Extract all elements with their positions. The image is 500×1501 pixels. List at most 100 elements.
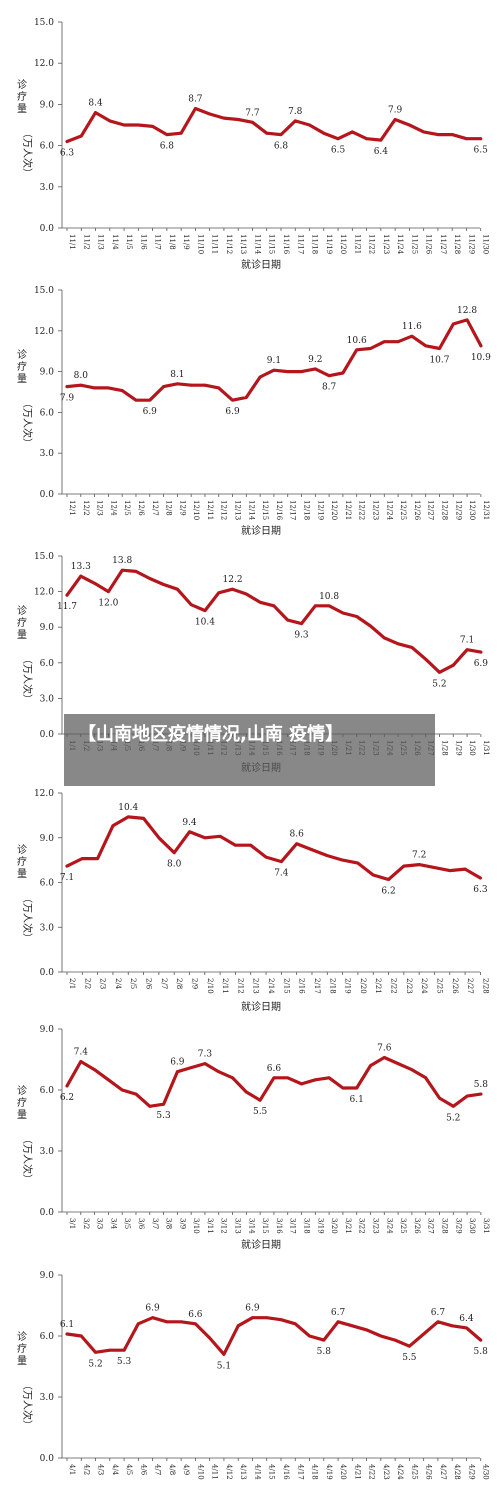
x-tick-label: 11/29 bbox=[467, 234, 475, 254]
data-point bbox=[94, 111, 97, 115]
y-tick-label: 3.0 bbox=[40, 183, 55, 193]
x-tick-label: 2/10 bbox=[206, 978, 214, 994]
data-point bbox=[382, 1056, 386, 1059]
data-label: 10.4 bbox=[195, 618, 215, 628]
y-tick-label: 0.0 bbox=[40, 490, 55, 500]
data-label: 8.0 bbox=[167, 860, 182, 870]
y-tick-label: 12.0 bbox=[34, 327, 54, 337]
x-tick-label: 3/12 bbox=[220, 1218, 228, 1234]
data-point bbox=[165, 133, 169, 137]
x-tick-label: 2/11 bbox=[221, 978, 229, 994]
data-label: 7.6 bbox=[377, 1043, 392, 1053]
data-label: 5.2 bbox=[88, 1359, 102, 1369]
x-tick-label: 12/7 bbox=[151, 500, 159, 516]
y-tick-label: 9.0 bbox=[40, 1025, 55, 1035]
x-tick-label: 12/5 bbox=[123, 500, 131, 516]
x-tick-label: 12/15 bbox=[261, 500, 269, 520]
x-tick-label: 4/6 bbox=[139, 1464, 147, 1476]
data-point bbox=[208, 1336, 212, 1340]
x-tick-label: 2/25 bbox=[435, 978, 443, 994]
x-tick-label: 2/6 bbox=[145, 978, 153, 990]
data-point bbox=[286, 370, 290, 373]
data-point bbox=[258, 600, 262, 604]
data-label: 11.6 bbox=[402, 322, 422, 332]
data-label: 6.9 bbox=[245, 1304, 260, 1314]
data-point bbox=[222, 1352, 226, 1356]
x-tick-label: 4/13 bbox=[239, 1464, 247, 1480]
data-label: 13.8 bbox=[112, 556, 132, 566]
data-point bbox=[387, 878, 390, 881]
data-label: 6.2 bbox=[60, 1093, 74, 1103]
data-point bbox=[350, 130, 354, 134]
data-point bbox=[436, 133, 440, 137]
data-point bbox=[258, 1098, 262, 1102]
series-line bbox=[65, 106, 483, 144]
x-axis-title: 就诊日期 bbox=[241, 524, 281, 537]
data-point bbox=[410, 1068, 414, 1072]
data-point bbox=[79, 1334, 83, 1338]
data-point bbox=[251, 120, 254, 124]
x-tick-label: 12/11 bbox=[206, 500, 214, 520]
x-tick-label: 11/17 bbox=[296, 234, 304, 254]
x-tick-label: 12/3 bbox=[96, 500, 104, 516]
data-point bbox=[300, 1082, 303, 1086]
x-tick-label: 4/17 bbox=[296, 1464, 304, 1480]
y-tick-label: 3.0 bbox=[40, 449, 55, 459]
x-tick-label: 2/2 bbox=[83, 978, 91, 989]
data-point bbox=[96, 857, 100, 861]
data-label: 11.7 bbox=[57, 602, 77, 612]
x-tick-label: 12/2 bbox=[82, 500, 90, 516]
x-tick-label: 2/20 bbox=[359, 978, 367, 994]
data-label: 6.6 bbox=[267, 1064, 282, 1074]
data-point bbox=[407, 1344, 411, 1348]
x-tick-label: 3/5 bbox=[123, 1218, 131, 1229]
data-point bbox=[341, 1086, 345, 1090]
data-point bbox=[111, 824, 115, 828]
data-point bbox=[479, 137, 483, 141]
x-tick-label: 11/25 bbox=[410, 234, 418, 254]
x-tick-label: 4/8 bbox=[168, 1464, 176, 1475]
y-tick-label: 9.0 bbox=[40, 623, 55, 633]
data-point bbox=[203, 1062, 207, 1065]
data-label: 6.4 bbox=[374, 147, 389, 157]
x-tick-label: 3/19 bbox=[316, 1218, 324, 1234]
x-tick-label: 1/29 bbox=[454, 740, 462, 756]
x-tick-label: 3/15 bbox=[261, 1218, 269, 1234]
x-tick-label: 11/23 bbox=[382, 234, 390, 254]
data-label: 6.9 bbox=[170, 1058, 185, 1068]
data-point bbox=[463, 867, 467, 871]
data-label: 8.0 bbox=[74, 371, 89, 381]
x-axis-title: 就诊日期 bbox=[241, 1000, 281, 1013]
x-tick-label: 3/31 bbox=[482, 1218, 490, 1234]
data-label: 5.3 bbox=[117, 1357, 132, 1367]
x-tick-label: 4/19 bbox=[325, 1464, 333, 1480]
line-chart: 0.0 3.0 6.0 9.0 12.0 15.0 11/1 11/2 11/3 11/4 11/5… bbox=[17, 18, 490, 271]
data-point bbox=[217, 591, 221, 595]
x-tick-label: 12/26 bbox=[413, 500, 421, 521]
y-axis-unit: （万人次） bbox=[21, 1134, 34, 1184]
data-point bbox=[371, 873, 375, 877]
x-tick-label: 2/17 bbox=[313, 978, 321, 994]
data-point bbox=[222, 116, 226, 120]
x-tick-label: 2/1 bbox=[68, 978, 76, 989]
x-tick-label: 3/26 bbox=[413, 1218, 421, 1234]
data-label: 9.2 bbox=[308, 355, 322, 365]
data-label: 6.1 bbox=[350, 1095, 364, 1105]
data-point bbox=[369, 347, 372, 350]
x-tick-label: 3/23 bbox=[371, 1218, 379, 1234]
data-label: 5.8 bbox=[317, 1347, 332, 1357]
data-point bbox=[407, 123, 411, 127]
data-point bbox=[106, 1078, 110, 1082]
x-tick-label: 3/7 bbox=[151, 1218, 159, 1229]
data-point bbox=[142, 816, 145, 820]
data-point bbox=[308, 1334, 311, 1338]
data-label: 5.1 bbox=[217, 1361, 231, 1371]
x-tick-label: 3/24 bbox=[385, 1218, 393, 1234]
x-tick-label: 11/8 bbox=[168, 234, 176, 250]
data-point bbox=[249, 843, 253, 847]
x-tick-label: 11/4 bbox=[111, 234, 119, 250]
data-point bbox=[465, 648, 469, 652]
data-point bbox=[396, 340, 400, 344]
x-tick-label: 11/18 bbox=[311, 234, 319, 254]
data-point bbox=[179, 1320, 183, 1324]
